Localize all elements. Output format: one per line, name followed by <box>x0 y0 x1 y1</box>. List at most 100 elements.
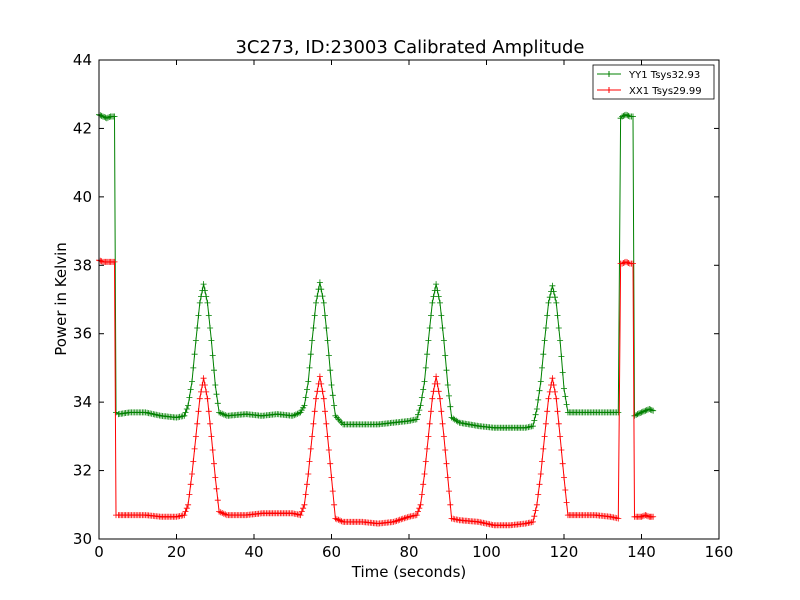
data-point-marker <box>533 406 540 412</box>
data-point-marker <box>99 113 106 120</box>
data-point-marker <box>200 281 207 288</box>
data-point-marker <box>648 407 655 414</box>
data-point-marker <box>222 412 229 419</box>
data-point-marker <box>433 373 440 380</box>
data-point-marker <box>555 325 562 331</box>
data-point-marker <box>189 378 195 385</box>
data-point-marker <box>550 288 557 295</box>
data-point-marker <box>552 294 558 301</box>
data-point-marker <box>304 481 310 488</box>
data-point-marker <box>639 513 646 520</box>
data-point-marker <box>211 460 217 467</box>
data-point-marker <box>319 293 326 300</box>
data-point-marker <box>324 337 331 344</box>
data-point-marker <box>535 396 542 403</box>
data-point-marker <box>416 505 423 512</box>
data-point-marker <box>563 499 570 506</box>
data-point-marker <box>558 353 565 360</box>
x-tick-label: 20 <box>167 543 186 561</box>
data-point-marker <box>620 112 627 119</box>
data-point-marker <box>634 411 641 418</box>
data-point-marker <box>181 512 188 519</box>
series-xx1 <box>96 257 657 529</box>
data-point-marker <box>630 260 636 267</box>
data-point-marker <box>561 385 567 392</box>
data-point-marker <box>535 491 542 498</box>
data-point-marker <box>451 416 458 423</box>
y-tick-label: 44 <box>73 51 92 69</box>
data-point-marker <box>297 512 304 519</box>
data-point-marker <box>212 382 219 388</box>
data-point-marker <box>194 325 201 331</box>
data-point-marker <box>642 512 649 519</box>
data-point-marker <box>103 115 110 122</box>
data-point-marker <box>335 516 342 523</box>
data-point-marker <box>106 114 113 120</box>
data-point-marker <box>327 367 334 374</box>
data-point-marker <box>625 112 632 119</box>
data-point-marker <box>322 408 328 415</box>
data-point-marker <box>192 433 199 440</box>
data-point-marker <box>421 471 428 477</box>
data-point-marker <box>650 513 657 520</box>
data-point-marker <box>324 433 331 440</box>
data-point-marker <box>536 481 543 488</box>
data-point-marker <box>183 406 190 412</box>
data-point-marker <box>440 433 447 440</box>
data-point-marker <box>415 411 421 418</box>
data-point-marker <box>562 487 569 493</box>
data-point-marker <box>320 299 327 306</box>
data-point-marker <box>413 416 420 423</box>
y-tick-label: 42 <box>73 119 92 137</box>
data-point-marker <box>216 409 223 416</box>
data-point-marker <box>426 420 433 427</box>
data-point-marker <box>292 411 299 418</box>
data-point-marker <box>217 509 224 516</box>
data-point-marker <box>203 388 210 395</box>
data-point-marker <box>416 407 423 414</box>
data-point-marker <box>546 388 553 395</box>
x-axis-label: Time (seconds) <box>351 563 467 581</box>
data-point-marker <box>331 501 338 508</box>
data-point-marker <box>554 312 561 319</box>
data-point-marker <box>323 325 330 331</box>
data-point-marker <box>446 488 452 495</box>
x-tick-label: 160 <box>705 543 734 561</box>
data-point-marker <box>623 111 629 118</box>
data-point-marker <box>435 293 442 300</box>
data-point-marker <box>539 364 545 371</box>
data-point-marker <box>111 113 118 120</box>
data-point-marker <box>544 312 551 319</box>
data-point-marker <box>546 294 553 301</box>
data-point-marker <box>438 312 445 319</box>
data-point-marker <box>415 508 421 515</box>
data-point-marker <box>213 485 220 492</box>
data-point-marker <box>542 420 549 427</box>
data-point-marker <box>420 386 427 393</box>
data-point-marker <box>615 515 622 522</box>
data-point-marker <box>204 299 211 306</box>
data-point-marker <box>306 458 313 465</box>
data-point-marker <box>183 505 190 512</box>
data-point-marker <box>642 407 649 414</box>
data-point-marker <box>428 408 434 415</box>
data-point-marker <box>417 501 424 508</box>
data-point-marker <box>563 401 570 408</box>
axis-ticks-group: 0 20 40 60 80 100 120 140 160 30 32 34 36 38 40 42 44 <box>73 51 733 561</box>
data-point-marker <box>214 497 221 504</box>
x-tick-label: 40 <box>244 543 263 561</box>
data-point-marker <box>541 433 548 440</box>
data-point-marker <box>559 460 566 467</box>
x-tick-label: 60 <box>322 543 341 561</box>
data-point-marker <box>189 471 195 477</box>
data-point-marker <box>553 299 560 306</box>
data-point-marker <box>328 382 335 388</box>
data-point-marker <box>222 511 229 518</box>
data-point-marker <box>213 391 220 398</box>
data-point-marker <box>429 395 436 402</box>
data-point-marker <box>320 395 327 402</box>
legend-swatch-marker <box>606 71 612 77</box>
data-point-marker <box>430 388 437 395</box>
